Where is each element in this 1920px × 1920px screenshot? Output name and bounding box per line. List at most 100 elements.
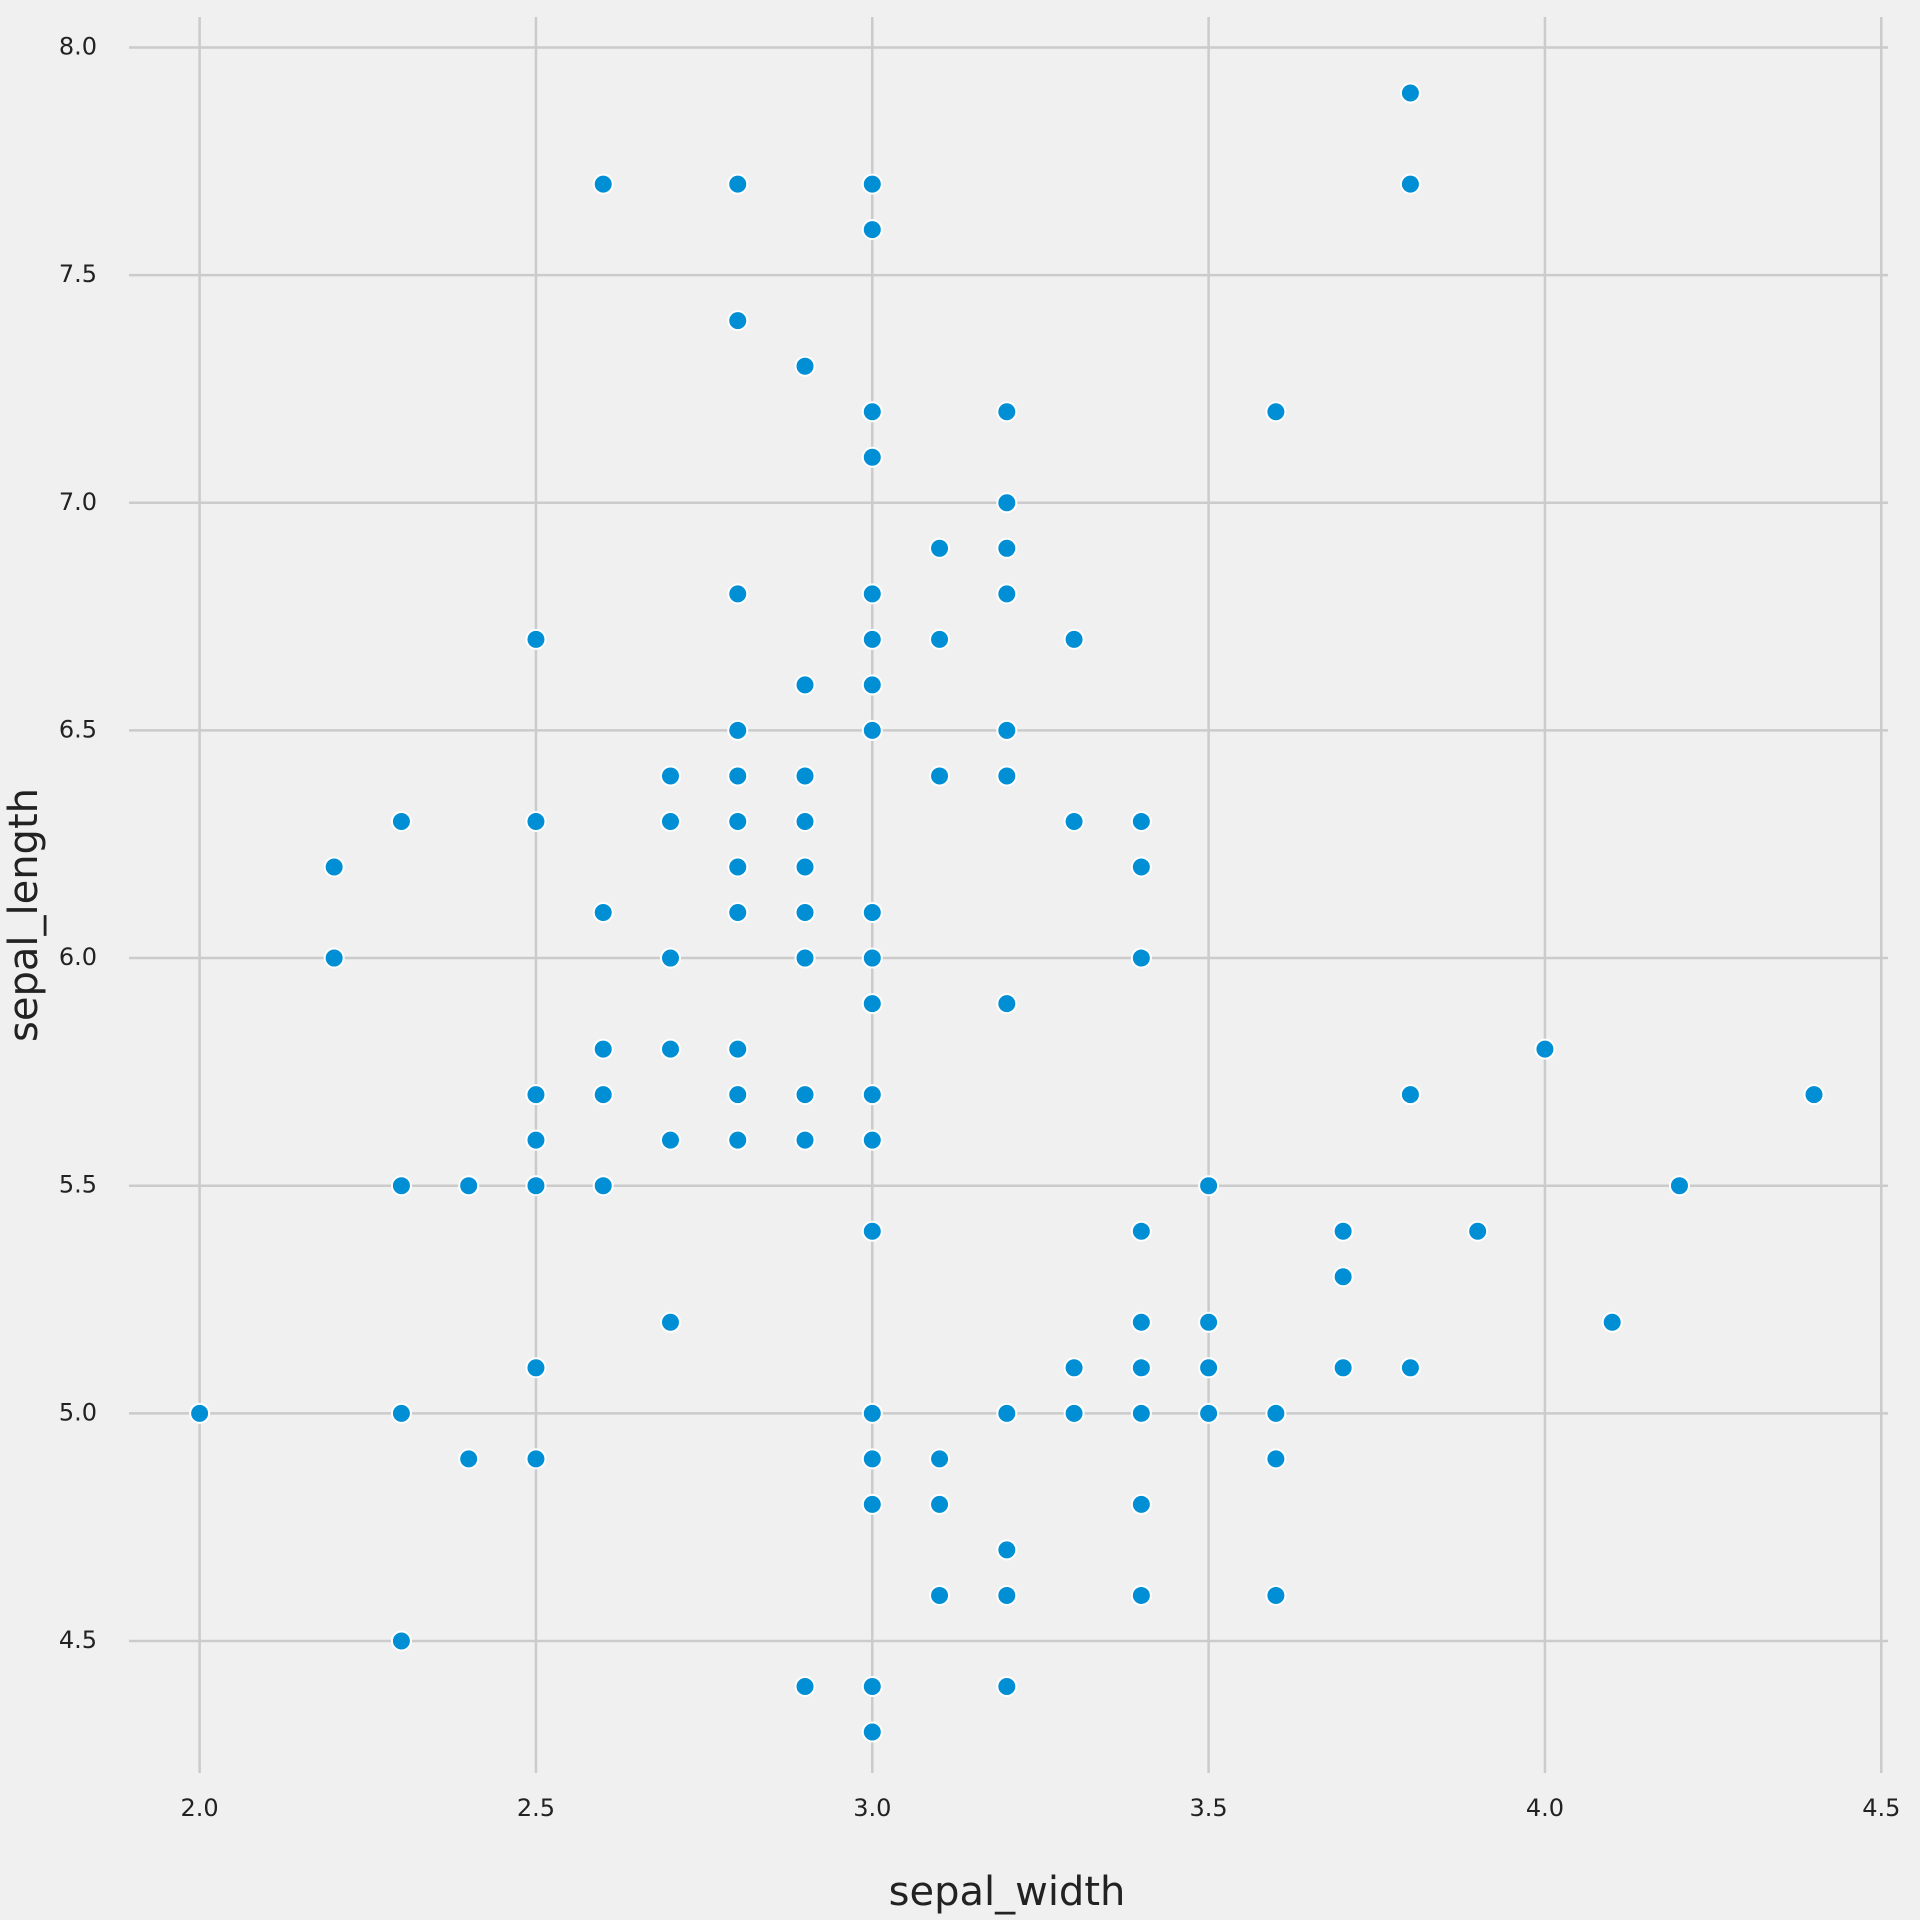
point — [1130, 856, 1152, 878]
point — [794, 765, 816, 787]
point — [794, 1675, 816, 1697]
point — [1399, 82, 1421, 104]
point — [592, 1038, 614, 1060]
point — [1265, 1584, 1287, 1606]
point — [794, 674, 816, 696]
y-tick-label: 7.5 — [59, 260, 97, 288]
point — [1668, 1175, 1690, 1197]
point — [727, 1129, 749, 1151]
point — [1130, 1493, 1152, 1515]
x-axis-label: sepal_width — [889, 1869, 1126, 1915]
point — [1399, 1357, 1421, 1379]
point — [861, 583, 883, 605]
point — [659, 1311, 681, 1333]
point — [929, 628, 951, 650]
point — [592, 902, 614, 924]
point — [1534, 1038, 1556, 1060]
y-tick-label: 5.5 — [59, 1171, 97, 1199]
point — [323, 856, 345, 878]
point — [861, 1448, 883, 1470]
point — [1399, 173, 1421, 195]
point — [525, 1448, 547, 1470]
x-tick-label: 2.5 — [517, 1794, 555, 1822]
point — [1198, 1357, 1220, 1379]
point — [996, 1539, 1018, 1561]
point — [525, 1084, 547, 1106]
point — [929, 765, 951, 787]
point — [861, 902, 883, 924]
point — [861, 219, 883, 241]
point — [727, 765, 749, 787]
point — [727, 1038, 749, 1060]
point — [861, 1721, 883, 1743]
point — [996, 401, 1018, 423]
point — [861, 401, 883, 423]
point — [1198, 1402, 1220, 1424]
point — [1198, 1311, 1220, 1333]
point — [592, 1175, 614, 1197]
point — [861, 446, 883, 468]
point — [659, 765, 681, 787]
point — [794, 1084, 816, 1106]
point — [1803, 1084, 1825, 1106]
point — [794, 902, 816, 924]
point — [659, 810, 681, 832]
point — [525, 1129, 547, 1151]
point — [659, 1129, 681, 1151]
point — [996, 993, 1018, 1015]
point — [189, 1402, 211, 1424]
point — [996, 1584, 1018, 1606]
y-axis-label: sepal_length — [1, 788, 47, 1042]
point — [861, 993, 883, 1015]
point — [1130, 947, 1152, 969]
point — [861, 1220, 883, 1242]
point — [929, 537, 951, 559]
point — [861, 719, 883, 741]
point — [996, 765, 1018, 787]
point — [525, 810, 547, 832]
point — [861, 1129, 883, 1151]
point — [323, 947, 345, 969]
point — [592, 1084, 614, 1106]
point — [861, 1402, 883, 1424]
point — [861, 173, 883, 195]
point — [1130, 1584, 1152, 1606]
x-tick-label: 4.5 — [1862, 1794, 1900, 1822]
point — [1198, 1175, 1220, 1197]
point — [1332, 1266, 1354, 1288]
point — [727, 856, 749, 878]
point — [727, 583, 749, 605]
x-tick-label: 2.0 — [181, 1794, 219, 1822]
y-tick-label: 4.5 — [59, 1626, 97, 1654]
point — [458, 1175, 480, 1197]
point — [390, 1402, 412, 1424]
point — [1130, 1402, 1152, 1424]
y-tick-label: 7.0 — [59, 488, 97, 516]
point — [458, 1448, 480, 1470]
point — [996, 1675, 1018, 1697]
point — [727, 173, 749, 195]
point — [1130, 1311, 1152, 1333]
point — [996, 583, 1018, 605]
y-tick-label: 6.5 — [59, 715, 97, 743]
point — [794, 355, 816, 377]
point — [929, 1448, 951, 1470]
point — [1467, 1220, 1489, 1242]
point — [861, 947, 883, 969]
point — [525, 1175, 547, 1197]
point — [794, 1129, 816, 1151]
point — [861, 628, 883, 650]
point — [659, 947, 681, 969]
point — [1601, 1311, 1623, 1333]
point — [861, 1084, 883, 1106]
point — [1265, 401, 1287, 423]
point — [525, 1357, 547, 1379]
point — [1332, 1357, 1354, 1379]
point — [1332, 1220, 1354, 1242]
point — [390, 810, 412, 832]
x-tick-label: 3.5 — [1190, 1794, 1228, 1822]
point — [727, 310, 749, 332]
point — [390, 1175, 412, 1197]
